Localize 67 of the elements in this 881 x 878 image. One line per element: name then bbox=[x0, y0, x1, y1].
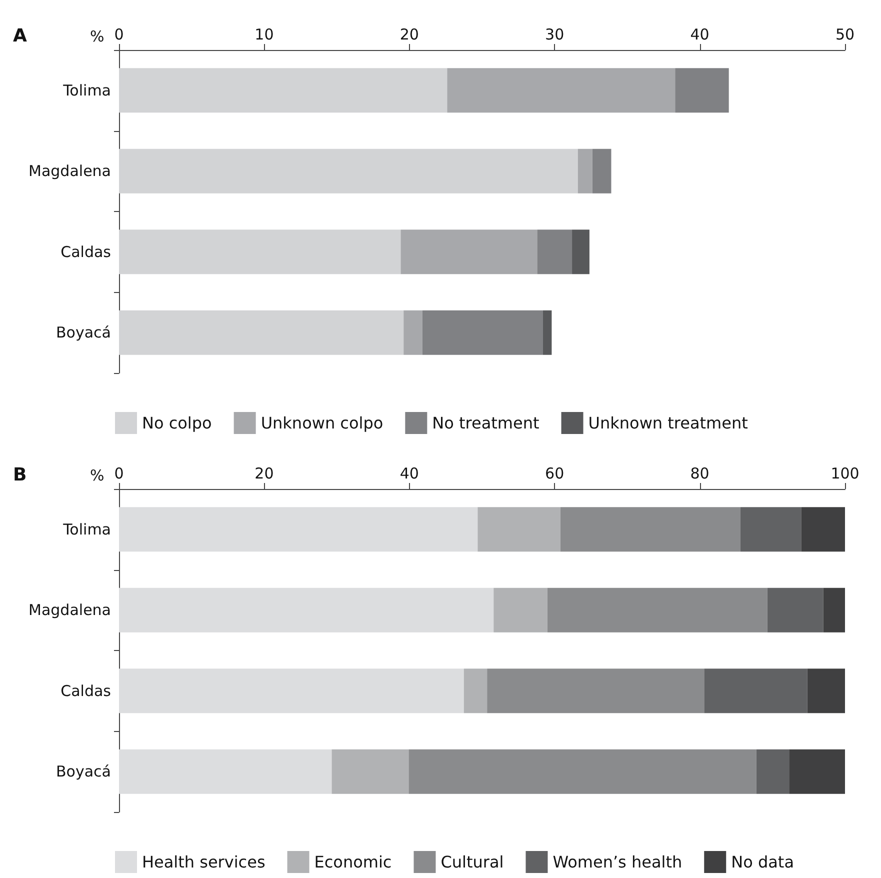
bar bbox=[119, 588, 494, 632]
legend-label: Cultural bbox=[440, 852, 504, 872]
legend-label: Women’s health bbox=[552, 852, 682, 872]
x-tick-label: 30 bbox=[545, 26, 564, 44]
bar bbox=[542, 310, 552, 355]
bar bbox=[478, 507, 560, 552]
x-tick-label: 40 bbox=[400, 464, 419, 482]
bar bbox=[119, 507, 478, 552]
legend-label: Economic bbox=[314, 852, 392, 872]
x-tick-label: 10 bbox=[254, 26, 274, 44]
y-tick-label: Caldas bbox=[60, 682, 112, 700]
bar bbox=[464, 668, 488, 714]
bar bbox=[767, 588, 824, 632]
x-axis-title: % bbox=[90, 466, 104, 484]
bar bbox=[400, 230, 538, 274]
bar bbox=[422, 310, 543, 355]
bar bbox=[560, 507, 740, 552]
bar bbox=[487, 668, 704, 714]
bar bbox=[119, 148, 578, 194]
bar bbox=[675, 68, 729, 113]
bar bbox=[592, 148, 612, 194]
bar bbox=[807, 668, 845, 714]
x-tick-label: 20 bbox=[400, 26, 419, 44]
y-tick-label: Magdalena bbox=[28, 601, 111, 620]
legend-label: No treatment bbox=[432, 414, 540, 432]
x-tick-label: 0 bbox=[114, 464, 124, 482]
x-tick-label: 50 bbox=[835, 26, 855, 44]
x-axis-title: % bbox=[90, 28, 104, 46]
legend-label: Unknown treatment bbox=[588, 414, 748, 432]
bar bbox=[756, 749, 790, 794]
bar bbox=[578, 148, 592, 194]
bar bbox=[789, 749, 845, 794]
bar bbox=[119, 310, 404, 355]
bar bbox=[547, 588, 768, 632]
bar bbox=[119, 668, 464, 714]
bar bbox=[823, 588, 845, 632]
y-tick-label: Tolima bbox=[62, 520, 111, 538]
y-tick-label: Boyacá bbox=[56, 324, 111, 342]
legend-label: No data bbox=[731, 852, 794, 872]
bar bbox=[119, 749, 332, 794]
y-tick-label: Tolima bbox=[62, 81, 111, 100]
chart-title: B bbox=[13, 464, 27, 486]
bar bbox=[801, 507, 845, 552]
y-tick-label: Boyacá bbox=[56, 762, 111, 781]
legend-label: Unknown colpo bbox=[260, 414, 384, 432]
x-tick-label: 20 bbox=[254, 464, 274, 482]
bar bbox=[119, 230, 401, 274]
x-tick-label: 0 bbox=[114, 26, 124, 44]
x-tick-label: 80 bbox=[690, 464, 710, 482]
x-tick-label: 100 bbox=[830, 464, 860, 482]
y-tick-label: Magdalena bbox=[28, 162, 111, 180]
x-tick-label: 60 bbox=[545, 464, 564, 482]
bar bbox=[704, 668, 808, 714]
legend-label: Health services bbox=[142, 852, 266, 872]
y-tick-label: Caldas bbox=[60, 242, 112, 261]
chart-title: A bbox=[13, 26, 27, 46]
bar bbox=[494, 588, 548, 632]
bar bbox=[537, 230, 572, 274]
bar bbox=[740, 507, 802, 552]
bar bbox=[332, 749, 409, 794]
bar bbox=[447, 68, 676, 113]
bar bbox=[404, 310, 422, 355]
bar bbox=[408, 749, 756, 794]
bar bbox=[572, 230, 590, 274]
bar bbox=[119, 68, 448, 113]
legend-label: No colpo bbox=[142, 414, 212, 432]
x-tick-label: 40 bbox=[690, 26, 710, 44]
